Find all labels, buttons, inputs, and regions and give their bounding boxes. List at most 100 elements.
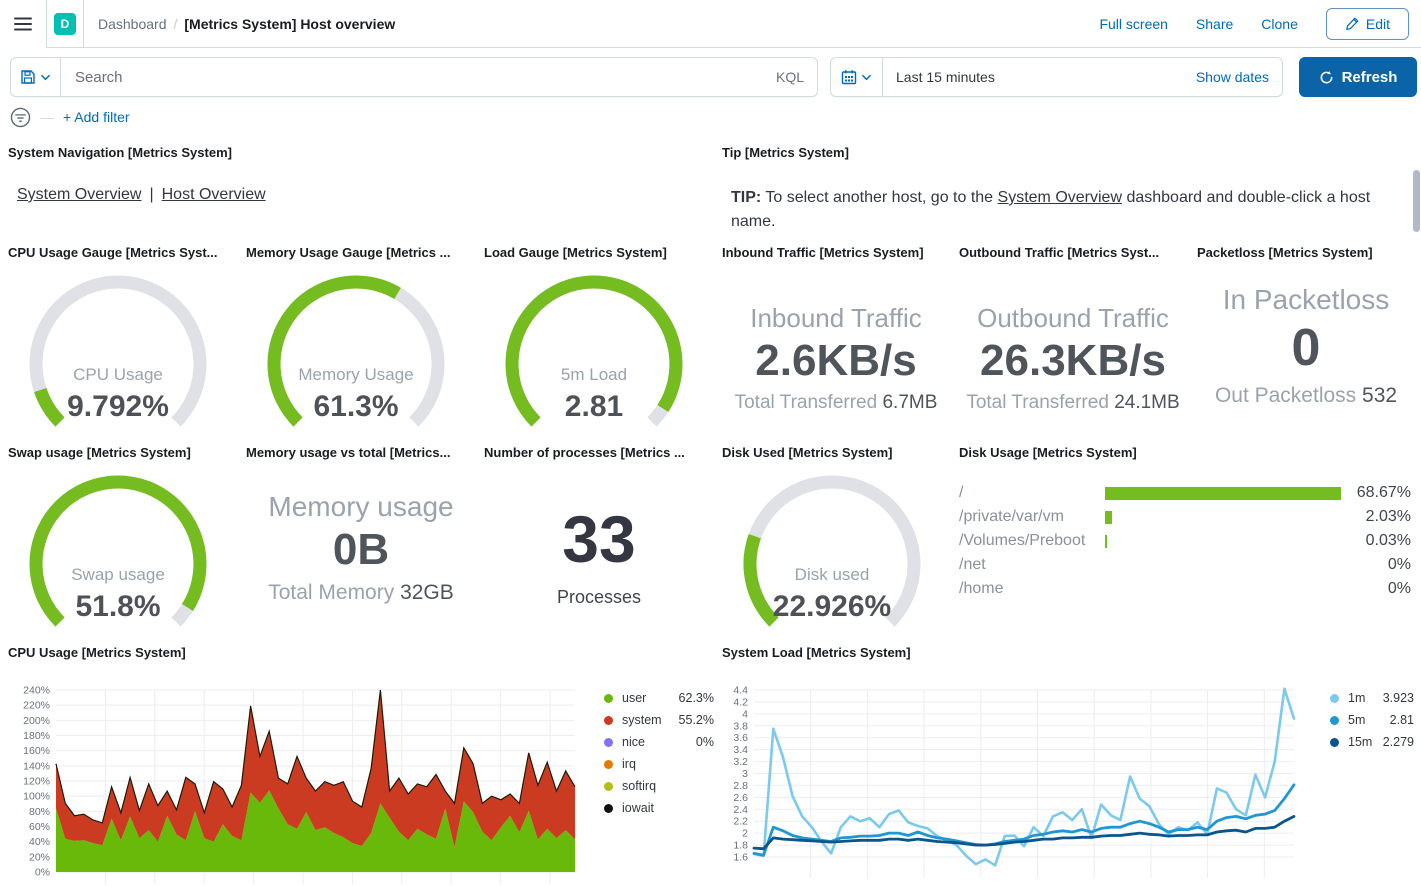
svg-text:2.4: 2.4 [733,804,748,816]
host-overview-link[interactable]: Host Overview [161,186,266,203]
svg-text:3: 3 [742,768,748,780]
disk-usage-row: /Volumes/Preboot 0.03% [959,532,1411,550]
menu-button[interactable] [0,0,47,48]
legend-value: 3.923 [1382,691,1414,705]
disk-usage-value: 0.03% [1365,532,1411,549]
panel-system-load-chart: System Load [Metrics System] 4.4 4.2 4 3.8 3… [722,645,1421,886]
svg-text:5m Load: 5m Load [561,365,627,384]
legend-item[interactable]: softirq [604,779,714,793]
filter-icon[interactable] [10,107,31,128]
svg-text:3.4: 3.4 [733,744,748,756]
legend-item[interactable]: iowait [604,801,714,815]
legend-swatch-icon [604,715,613,725]
legend-item[interactable]: user 62.3% [604,691,714,705]
panel-packetloss: Packetloss [Metrics System] In Packetlos… [1197,245,1415,426]
clone-link[interactable]: Clone [1261,15,1298,32]
nav-separator: | [149,186,154,203]
edit-button[interactable]: Edit [1325,7,1409,40]
legend-swatch-icon [604,803,613,813]
chevron-down-icon [862,74,871,80]
tip-system-overview-link[interactable]: System Overview [997,189,1122,206]
svg-text:4: 4 [742,708,748,720]
legend-label: 5m [1348,713,1366,727]
svg-text:0%: 0% [35,867,50,879]
svg-text:160%: 160% [23,745,50,757]
legend-item[interactable]: system 55.2% [604,713,714,727]
svg-text:1.6: 1.6 [733,852,748,864]
metric-value: 33 [562,501,636,576]
metric-value: 2.6KB/s [755,335,917,385]
scrollbar-thumb[interactable] [1413,170,1420,232]
panel-title: Outbound Traffic [Metrics Syst... [959,245,1160,260]
legend-item[interactable]: nice 0% [604,735,714,749]
panel-title: CPU Usage [Metrics System] [8,645,186,660]
legend-label: softirq [622,779,657,793]
cpu-usage-gauge: CPU Usage 9.792% [29,275,207,427]
disk-usage-value: 2.03% [1365,508,1411,525]
refresh-button[interactable]: Refresh [1299,57,1417,97]
legend-label: irq [622,757,636,771]
dashboard-logo-badge: D [54,12,76,35]
svg-text:Swap usage: Swap usage [71,565,165,584]
panel-title: System Load [Metrics System] [722,645,911,660]
processes-metric: 33 Processes [556,501,642,607]
breadcrumb-dashboard[interactable]: Dashboard [98,15,167,32]
system-load-line-chart: 4.44.243.83.63.43.232.82.62.42.221.81.6 [733,685,1296,878]
legend-item[interactable]: irq [604,757,714,771]
disk-bar-area [1105,583,1341,596]
search-input[interactable] [61,58,776,96]
disk-used-gauge: Disk used 22.926% [743,475,921,627]
disk-bar-area [1105,559,1341,572]
time-range-text[interactable]: Last 15 minutes [896,69,995,85]
legend-value: 2.279 [1382,735,1414,749]
disk-usage-row: /private/var/vm 2.03% [959,508,1411,526]
memory-usage-gauge: Memory Usage 61.3% [267,275,445,427]
calendar-icon [841,70,857,85]
legend-item[interactable]: 5m 2.81 [1330,713,1414,727]
system-overview-link[interactable]: System Overview [17,186,142,203]
kql-selector[interactable]: KQL [775,69,804,85]
svg-text:4.2: 4.2 [733,696,748,708]
page-title: [Metrics System] Host overview [184,15,396,32]
disk-usage-bar [1105,510,1112,524]
chevron-down-icon [41,74,50,80]
svg-text:200%: 200% [23,715,50,727]
disk-usage-row: /net 0% [959,556,1411,574]
legend-label: 1m [1348,691,1366,705]
svg-text:120%: 120% [23,776,50,788]
show-dates-link[interactable]: Show dates [1195,69,1269,85]
share-link[interactable]: Share [1195,15,1234,32]
svg-text:140%: 140% [23,760,50,772]
svg-text:240%: 240% [23,685,50,697]
dashboard-logo[interactable]: D [47,0,84,48]
legend-item[interactable]: 15m 2.279 [1330,735,1414,749]
svg-text:2.2: 2.2 [733,816,748,828]
panel-disk-usage: Disk Usage [Metrics System] / 68.67% /priv… [959,445,1411,598]
legend-swatch-icon [604,781,613,791]
legend-swatch-icon [1330,715,1339,725]
panel-title: Number of processes [Metrics ... [484,445,685,460]
disk-path-label: / [959,484,964,501]
filter-dash: — [40,109,54,125]
legend-value: 0% [695,735,714,749]
load-chart-legend: 1m 3.923 5m 2.81 15m 2.279 [1330,691,1414,749]
calendar-button[interactable] [831,58,883,96]
refresh-icon [1320,70,1333,83]
pencil-icon [1346,17,1359,30]
svg-text:100%: 100% [23,791,50,803]
panel-system-navigation: System Navigation [Metrics System] Syste… [8,145,708,240]
legend-label: user [622,691,647,705]
disk-bar-area [1105,534,1341,548]
legend-item[interactable]: 1m 3.923 [1330,691,1414,705]
outbound-traffic-metric: Outbound Traffic 26.3KB/s Total Transfer… [966,302,1180,413]
add-filter-link[interactable]: + Add filter [63,109,130,125]
disk-path-label: /Volumes/Preboot [959,532,1086,549]
saved-query-button[interactable] [11,58,61,96]
cpu-usage-area-chart: 240% 220% 200% 180% 160% 140% 120% 100% 80% 60% 40… [23,685,576,884]
disk-bar-area [1105,510,1341,524]
svg-text:3.8: 3.8 [733,720,748,732]
panel-outbound-traffic: Outbound Traffic [Metrics Syst... Outbou… [959,245,1187,438]
full-screen-link[interactable]: Full screen [1099,15,1168,32]
legend-value: 2.81 [1389,713,1414,727]
legend-swatch-icon [604,737,613,747]
